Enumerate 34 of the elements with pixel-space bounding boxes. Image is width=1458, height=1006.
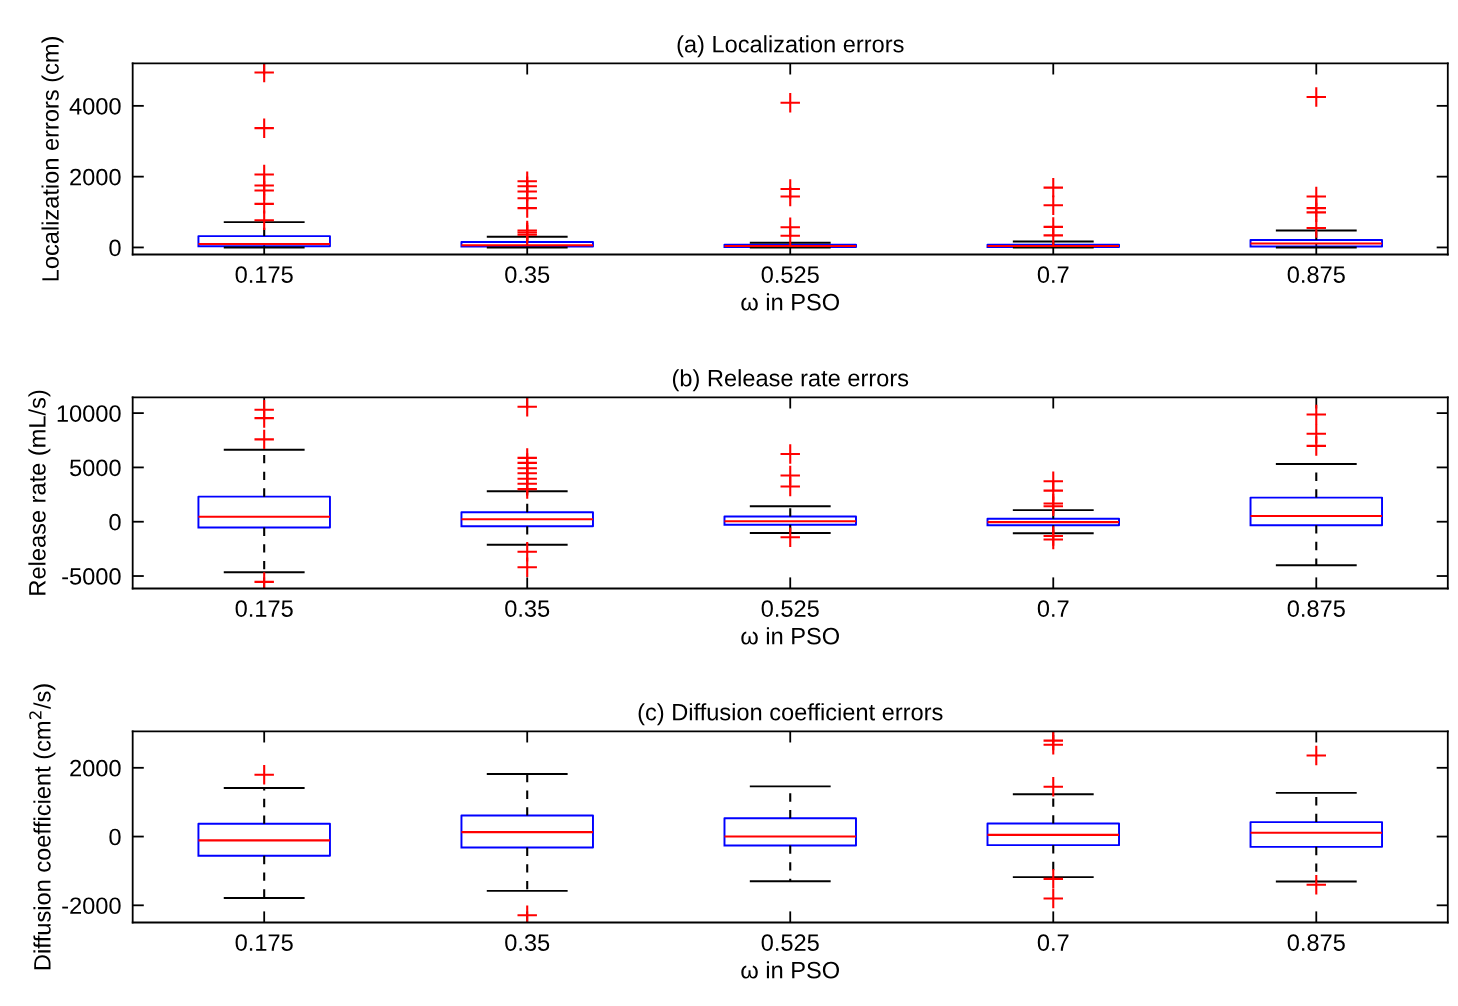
x-tick-label: 0.175 xyxy=(235,934,293,951)
x-tick-label: 0.875 xyxy=(1287,934,1345,951)
y-tick-label: 2000 xyxy=(70,168,121,186)
x-tick-label: 0.525 xyxy=(761,934,819,951)
x-tick-label: 0.7 xyxy=(1037,934,1069,951)
chart-title: (b) Release rate errors xyxy=(672,369,909,392)
x-tick-label: 0.35 xyxy=(505,934,550,951)
y-axis-title: Release rate (mL/s) xyxy=(28,390,51,595)
y-tick-label: 2000 xyxy=(70,759,121,777)
x-tick-label: 0.175 xyxy=(235,600,293,617)
y-axis-title: Diffusion coefficient (cm$^{2}$/s) xyxy=(29,684,56,970)
x-axis-title: ω in PSO xyxy=(741,293,839,311)
x-axis-title: ω in PSO xyxy=(741,961,839,979)
y-tick-label: -2000 xyxy=(62,897,121,915)
x-tick-label: 0.525 xyxy=(761,600,819,617)
y-tick-label: 10000 xyxy=(57,405,121,422)
chart-title: (c) Diffusion coefficient errors xyxy=(638,703,943,726)
x-tick-label: 0.175 xyxy=(235,266,293,283)
x-tick-label: 0.35 xyxy=(505,266,550,283)
y-tick-label: 0 xyxy=(109,828,121,846)
x-tick-label: 0.7 xyxy=(1037,600,1069,617)
y-tick-label: 0 xyxy=(109,513,121,531)
x-tick-label: 0.35 xyxy=(505,600,550,617)
y-tick-label: -5000 xyxy=(62,568,121,585)
chart-title: (a) Localization errors xyxy=(677,35,904,58)
x-tick-label: 0.875 xyxy=(1287,266,1345,283)
y-tick-label: 0 xyxy=(109,239,121,257)
y-tick-label: 4000 xyxy=(69,97,121,115)
x-tick-label: 0.7 xyxy=(1037,266,1069,283)
x-tick-label: 0.875 xyxy=(1287,600,1345,617)
x-axis-title: ω in PSO xyxy=(741,627,839,645)
y-axis-title: Localization errors (cm) xyxy=(41,37,64,281)
x-tick-label: 0.525 xyxy=(761,266,819,283)
y-tick-label: 5000 xyxy=(69,459,121,477)
